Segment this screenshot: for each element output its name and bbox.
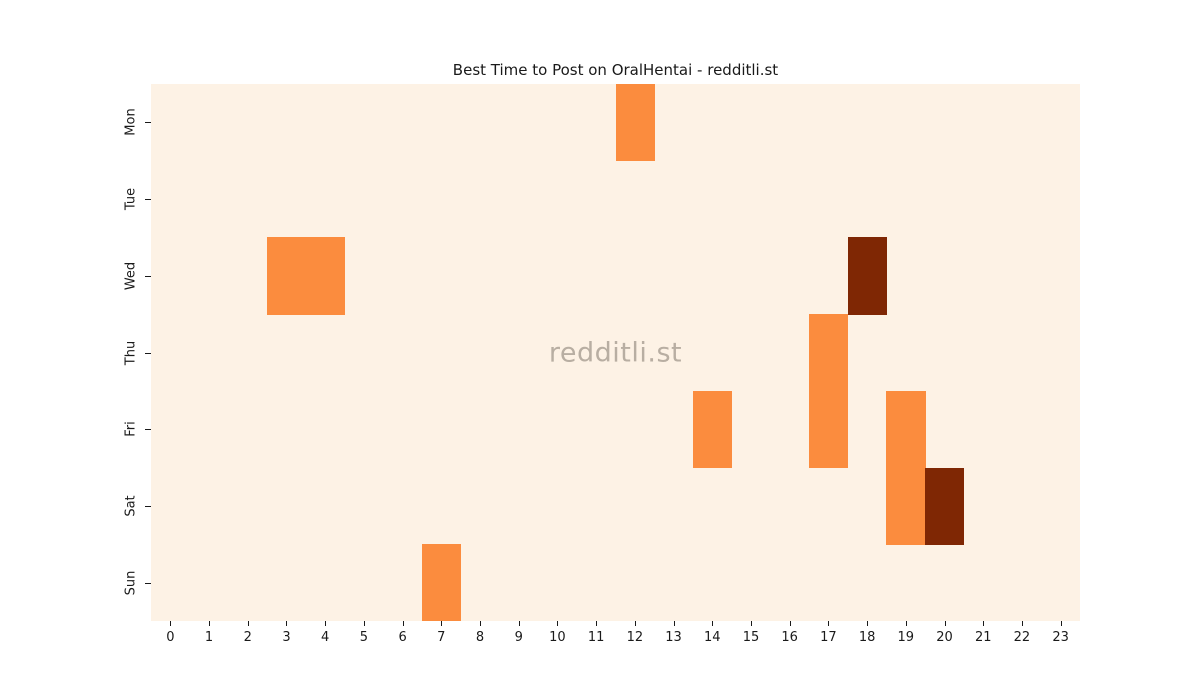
- y-tick-mark: [145, 429, 151, 431]
- x-tick-label-8: 8: [475, 630, 485, 645]
- heatmap-cell-sat-19: [886, 467, 926, 545]
- y-tick-mark: [145, 275, 151, 277]
- x-tick-label-20: 20: [936, 630, 953, 645]
- y-tick-mark: [145, 199, 151, 201]
- x-tick-label-19: 19: [897, 630, 915, 645]
- x-tick-mark: [363, 621, 365, 626]
- x-tick-mark: [402, 621, 404, 626]
- x-tick-label-21: 21: [974, 630, 992, 645]
- y-tick-label-thu: Thu: [123, 340, 139, 365]
- heatmap-cell-fri-14: [692, 390, 733, 469]
- y-tick-label-tue: Tue: [123, 187, 139, 211]
- x-tick-mark: [286, 621, 288, 626]
- x-tick-mark: [325, 621, 327, 626]
- heatmap-cell-wed-18: [847, 237, 887, 315]
- chart-title: Best Time to Post on OralHentai - reddit…: [452, 61, 779, 79]
- x-tick-mark: [750, 621, 752, 626]
- x-tick-label-22: 22: [1013, 630, 1031, 645]
- heatmap-cell-mon-12: [615, 84, 655, 162]
- x-tick-mark: [712, 621, 714, 626]
- x-tick-label-0: 0: [166, 630, 175, 645]
- heatmap-cell-wed-4: [305, 237, 346, 315]
- heatmap-cell-fri-17: [809, 390, 849, 469]
- y-tick-label-sat: Sat: [123, 495, 139, 517]
- x-tick-label-10: 10: [549, 630, 566, 645]
- heatmap-cell-sat-20: [925, 467, 965, 545]
- x-tick-mark: [480, 621, 482, 626]
- y-tick-label-fri: Fri: [123, 421, 139, 437]
- x-tick-label-2: 2: [243, 630, 252, 645]
- x-tick-mark: [557, 621, 559, 626]
- x-tick-mark: [441, 621, 443, 626]
- heatmap-cell-fri-19: [886, 390, 926, 469]
- x-tick-label-15: 15: [742, 630, 760, 645]
- y-tick-label-sun: Sun: [123, 570, 139, 596]
- y-tick-label-mon: Mon: [123, 108, 139, 137]
- x-tick-mark: [789, 621, 791, 626]
- x-tick-label-5: 5: [359, 630, 369, 645]
- x-tick-label-16: 16: [781, 630, 798, 645]
- x-tick-label-4: 4: [321, 630, 330, 645]
- x-tick-label-13: 13: [665, 630, 682, 645]
- x-tick-mark: [828, 621, 830, 626]
- x-tick-mark: [944, 621, 946, 626]
- x-tick-label-1: 1: [204, 630, 214, 645]
- x-tick-mark: [983, 621, 985, 626]
- x-tick-label-17: 17: [820, 630, 837, 645]
- heatmap-cell-sun-7: [421, 544, 462, 622]
- x-tick-label-9: 9: [514, 630, 523, 645]
- x-tick-label-3: 3: [282, 630, 291, 645]
- x-tick-mark: [596, 621, 598, 626]
- x-tick-mark: [170, 621, 172, 626]
- x-tick-mark: [634, 621, 636, 626]
- x-tick-mark: [247, 621, 249, 626]
- x-tick-label-12: 12: [626, 630, 644, 645]
- y-tick-label-wed: Wed: [123, 261, 139, 290]
- y-tick-mark: [145, 505, 151, 507]
- x-tick-label-18: 18: [858, 630, 876, 645]
- x-tick-mark: [1060, 621, 1062, 626]
- x-tick-mark: [905, 621, 907, 626]
- heatmap-cell-wed-3: [267, 237, 307, 315]
- x-tick-mark: [1021, 621, 1023, 626]
- x-tick-label-7: 7: [437, 630, 446, 645]
- y-tick-mark: [145, 122, 151, 124]
- x-tick-label-14: 14: [703, 630, 721, 645]
- x-tick-label-6: 6: [398, 630, 407, 645]
- heatmap-cell-thu-17: [809, 314, 849, 392]
- x-tick-mark: [518, 621, 520, 626]
- heatmap-plot-area: 0 1 2 3 4 5 6 7 8 9 10 11 12 13 14 15 16 17 18 19 20 21 22 23 M…: [124, 84, 1080, 645]
- x-tick-mark: [209, 621, 211, 626]
- x-tick-label-23: 23: [1052, 630, 1069, 645]
- x-tick-mark: [673, 621, 675, 626]
- x-tick-label-11: 11: [587, 630, 605, 645]
- x-tick-mark: [867, 621, 869, 626]
- y-tick-mark: [145, 352, 151, 354]
- y-tick-mark: [145, 582, 151, 584]
